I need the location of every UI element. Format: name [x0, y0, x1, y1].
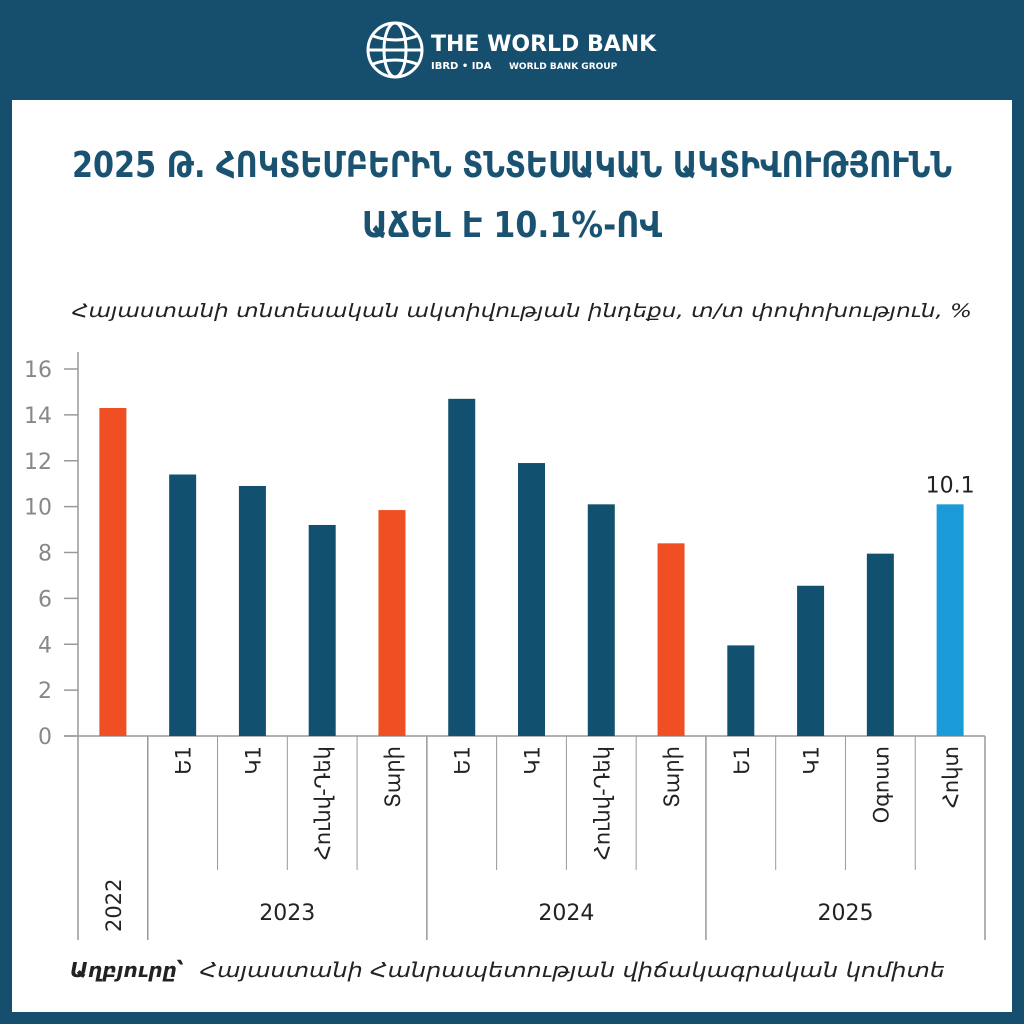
bar [448, 398, 476, 736]
y-tick-label: 10 [24, 496, 52, 521]
chart-title: ԱՃԵԼ Է 10.1%-ՈՎ [362, 205, 662, 246]
group-label: 2024 [538, 901, 594, 926]
x-tick-label: Հունվ-Դեկ [590, 746, 614, 860]
bar [727, 645, 755, 736]
x-tick-label: Ե1 [451, 746, 475, 775]
value-label: 10.1 [926, 473, 975, 498]
y-tick-label: 6 [38, 587, 52, 612]
bar [308, 524, 336, 736]
bar [866, 553, 894, 736]
bar [169, 474, 197, 736]
x-tick-label: Հոկտ [939, 746, 963, 808]
source: Հայաստանի Հանրապետության վիճակագրական կո… [200, 958, 945, 982]
y-tick-label: 2 [38, 679, 52, 704]
y-tick-label: 4 [38, 633, 52, 658]
x-tick-label: Ե1 [730, 746, 754, 775]
x-tick-label: Կ1 [800, 746, 824, 775]
source-label: Աղբյուրը՝ [70, 958, 184, 982]
bar [378, 510, 406, 736]
chart-title: 2025 Թ. ՀՈԿՏԵՄԲԵՐԻՆ ՏՆՏԵՍԱԿԱՆ ԱԿՏԻՎՈՒԹՅՈ… [72, 145, 952, 186]
org-name: THE WORLD BANK [431, 32, 657, 57]
logo [366, 21, 424, 79]
group-label: 2023 [259, 901, 315, 926]
x-tick-label: Կ1 [521, 746, 545, 775]
y-tick-label: 16 [24, 358, 52, 383]
x-tick-label: Ե1 [172, 746, 196, 775]
group-label: 2025 [817, 901, 873, 926]
org-group: WORLD BANK GROUP [509, 62, 618, 72]
x-tick-label: Կ1 [241, 746, 265, 775]
bar [657, 543, 685, 736]
org-sub: IBRD • IDA [431, 61, 492, 72]
bar [936, 504, 964, 736]
y-tick-label: 14 [24, 404, 52, 429]
y-tick-label: 12 [24, 450, 52, 475]
y-tick-label: 0 [38, 725, 52, 750]
bar [518, 463, 545, 736]
y-tick-label: 8 [38, 542, 52, 567]
x-tick-label: Տարի [381, 746, 405, 808]
x-tick-label: Հունվ-Դեկ [311, 746, 335, 860]
x-tick-label: Տարի [660, 746, 684, 808]
bar [797, 585, 825, 736]
bar [587, 504, 615, 736]
bar [99, 407, 127, 736]
chart-subtitle: Հայաստանի տնտեսական ակտիվության ինդեքս, … [72, 300, 972, 322]
x-tick-label: Օգոստ [869, 746, 893, 823]
bar [238, 485, 266, 736]
x-tick-label: 2022 [102, 879, 126, 932]
